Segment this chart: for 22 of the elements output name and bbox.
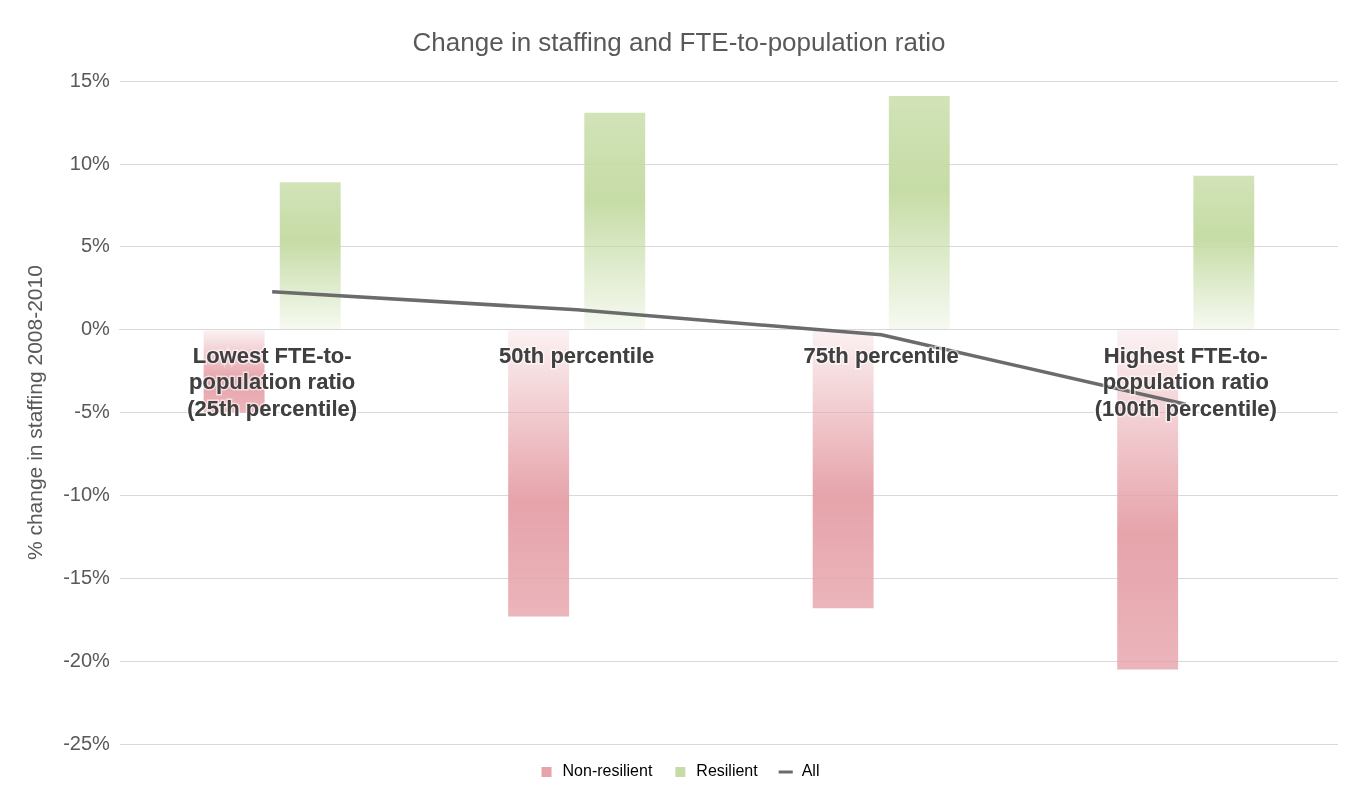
- y-tick-label: -20%: [63, 648, 111, 671]
- y-tick-label: 15%: [69, 68, 111, 91]
- bar: [1193, 175, 1255, 330]
- legend-label: Resilient: [696, 762, 759, 780]
- y-tick-label: -10%: [63, 482, 111, 505]
- x-tick-label: Highest FTE-to-population ratio (100th percentile): [1094, 343, 1277, 421]
- x-tick-label: 75th percentile: [803, 343, 959, 369]
- y-tick-label: -25%: [63, 731, 111, 754]
- y-tick-label: 5%: [80, 234, 111, 257]
- bar: [584, 112, 646, 330]
- y-axis-title: % change in staffing 2008-2010: [23, 265, 47, 561]
- y-tick-label: 0%: [80, 317, 111, 340]
- y-tick-label: -15%: [63, 565, 111, 588]
- x-tick-label: Lowest FTE-to-population ratio (25th percentile): [187, 343, 358, 421]
- chart-title: Change in staffing and FTE-to-population ratio: [412, 26, 946, 57]
- y-tick-label: 10%: [69, 151, 111, 174]
- bar: [279, 182, 341, 330]
- bar: [888, 96, 950, 330]
- y-tick-label: -5%: [74, 400, 111, 423]
- x-tick-label: 50th percentile: [499, 343, 655, 369]
- legend-label: Non-resilient: [562, 762, 653, 780]
- legend-label: All: [801, 762, 820, 780]
